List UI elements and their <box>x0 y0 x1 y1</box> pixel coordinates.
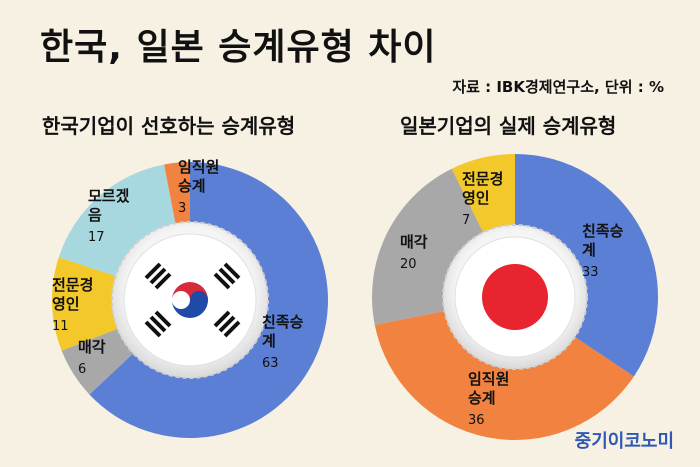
japan-flag-plate <box>442 224 588 370</box>
korea-label-1: 매각 <box>78 338 106 356</box>
korea-label-2: 전문경 영인 <box>52 276 93 313</box>
japan-label-0: 친족승 계 <box>582 222 624 259</box>
korea-value-4: 3 <box>178 201 186 216</box>
brand-logo-text: 중기이코노미 <box>574 431 674 452</box>
korea-flag-icon <box>144 262 241 338</box>
japan-label-1: 임직원 승계 <box>468 370 509 407</box>
korea-slice-4 <box>164 162 190 224</box>
korea-label-0: 친족승 계 <box>262 313 304 350</box>
japan-value-3: 7 <box>462 213 470 228</box>
korea-slice-1 <box>61 328 134 395</box>
korea-slice-0 <box>89 162 328 438</box>
japan-slice-3 <box>451 154 515 233</box>
source-note: 자료 : IBK경제연구소, 단위 : % <box>452 78 664 96</box>
korea-value-0: 63 <box>262 356 279 371</box>
japan-label-3: 전문경 영인 <box>462 170 503 207</box>
korea-slice-3 <box>58 164 176 276</box>
japan-slice-0 <box>515 154 658 377</box>
korea-label-3: 모르겠 음 <box>88 187 130 224</box>
korea-slice-2 <box>52 257 118 351</box>
japan-slice-2 <box>372 168 484 325</box>
japan-slice-1 <box>374 311 634 440</box>
korea-value-1: 6 <box>78 362 86 377</box>
japan-value-1: 36 <box>468 413 485 428</box>
japan-label-2: 매각 <box>400 233 428 251</box>
korea-label-4: 임직원 승계 <box>178 158 219 195</box>
japan-chart-title: 일본기업의 실제 승계유형 <box>400 114 617 138</box>
korea-donut <box>52 162 328 438</box>
korea-value-3: 17 <box>88 230 105 245</box>
korea-chart-title: 한국기업이 선호하는 승계유형 <box>42 114 296 138</box>
japan-value-2: 20 <box>400 257 417 272</box>
page-title: 한국, 일본 승계유형 차이 <box>40 27 437 68</box>
korea-value-2: 11 <box>52 319 69 334</box>
japan-value-0: 33 <box>582 265 599 280</box>
japan-flag-icon <box>482 264 548 330</box>
japan-donut <box>372 154 658 440</box>
korea-flag-plate <box>111 221 269 379</box>
